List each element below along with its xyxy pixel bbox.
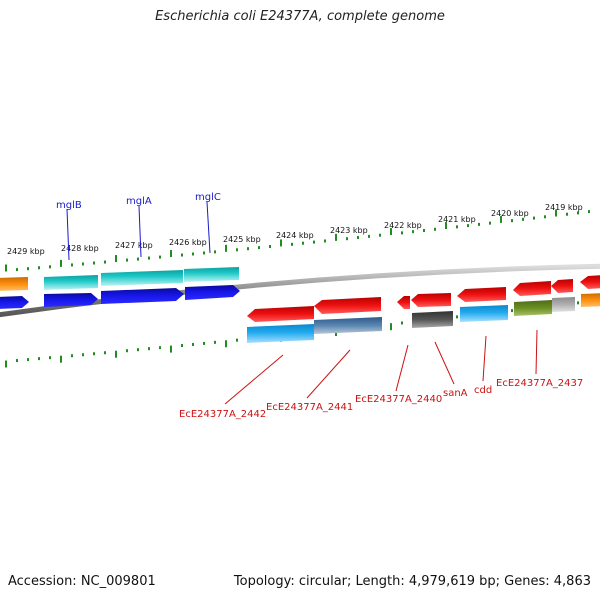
gene-feature-mglC[interactable] (184, 267, 239, 282)
gene-feature[interactable] (0, 277, 28, 291)
gene-feature-sanA[interactable] (460, 305, 508, 322)
gene-feature-EcE24377A_2441[interactable] (314, 317, 382, 334)
reverse-strand-features (247, 275, 600, 343)
gene-label-EcE24377A_2437[interactable]: EcE24377A_2437 (496, 378, 583, 389)
gene-arrow-mglB[interactable] (44, 293, 98, 307)
scale-label-2427: 2427 kbp (115, 241, 153, 250)
accession-text: Accession: NC_009801 (8, 574, 156, 589)
scale-label-2423: 2423 kbp (330, 226, 368, 235)
gene-feature-mglB[interactable] (44, 275, 98, 290)
gene-arrow-small[interactable] (397, 296, 410, 309)
gene-label-EcE24377A_2441[interactable]: EcE24377A_2441 (266, 402, 353, 413)
gene-arrow-edge[interactable] (580, 275, 600, 289)
leader-line-mglC (206, 201, 211, 254)
scale-label-2428: 2428 kbp (61, 244, 99, 253)
gene-arrow-cdd[interactable] (513, 281, 551, 296)
scale-label-2426: 2426 kbp (169, 238, 207, 247)
scale-label-2420: 2420 kbp (491, 209, 529, 218)
gene-label-sanA[interactable]: sanA (443, 388, 468, 399)
top-scale-track (5, 209, 590, 272)
scale-label-2429: 2429 kbp (7, 247, 45, 256)
scale-label-2424: 2424 kbp (276, 231, 314, 240)
gene-arrow-mglC[interactable] (185, 285, 240, 300)
forward-strand-features (0, 267, 240, 309)
gene-label-mglB[interactable]: mglB (56, 200, 82, 211)
genome-summary-text: Topology: circular; Length: 4,979,619 bp… (233, 574, 591, 589)
forward-gene-labels: mglB mglA mglC (56, 192, 221, 261)
leader-line-mglB (66, 208, 70, 261)
scale-labels: 2429 kbp 2428 kbp 2427 kbp 2426 kbp 2425… (7, 203, 583, 256)
leader-line-sanA (434, 341, 455, 385)
gene-feature-EcE24377A_2437[interactable] (552, 297, 575, 312)
gene-feature-EcE24377A_2442[interactable] (247, 324, 314, 343)
gene-arrow-EcE24377A_2437[interactable] (551, 279, 573, 293)
scale-label-2425: 2425 kbp (223, 235, 261, 244)
gene-arrow-mglA[interactable] (101, 288, 184, 304)
gene-feature-EcE24377A_2440[interactable] (412, 311, 453, 328)
gene-arrow-EcE24377A_2440[interactable] (411, 293, 451, 307)
gene-label-mglA[interactable]: mglA (126, 196, 152, 207)
gene-label-EcE24377A_2440[interactable]: EcE24377A_2440 (355, 394, 442, 405)
gene-label-EcE24377A_2442[interactable]: EcE24377A_2442 (179, 409, 266, 420)
gene-label-cdd[interactable]: cdd (474, 385, 492, 396)
reverse-gene-labels: EcE24377A_2442 EcE24377A_2441 EcE24377A_… (179, 329, 583, 420)
gene-arrow-EcE24377A_2441[interactable] (314, 297, 381, 314)
scale-label-2422: 2422 kbp (384, 221, 422, 230)
leader-line-EcE24377A_2441 (306, 349, 351, 399)
leader-line-EcE24377A_2437 (535, 329, 538, 375)
genome-title: Escherichia coli E24377A, complete genom… (155, 9, 445, 24)
leader-line-cdd (482, 335, 487, 382)
gene-arrow[interactable] (0, 296, 29, 309)
gene-arrow-sanA[interactable] (457, 287, 506, 302)
scale-label-2419: 2419 kbp (545, 203, 583, 212)
leader-line-EcE24377A_2442 (224, 354, 284, 405)
leader-line-EcE24377A_2440 (395, 344, 409, 392)
scale-label-2421: 2421 kbp (438, 215, 476, 224)
leader-line-mglA (138, 205, 142, 258)
gene-label-mglC[interactable]: mglC (195, 192, 221, 203)
gene-feature-edge[interactable] (581, 293, 600, 307)
gene-arrow-EcE24377A_2442[interactable] (247, 306, 314, 322)
gene-feature-mglA[interactable] (101, 270, 183, 286)
gene-feature-cdd[interactable] (514, 300, 552, 316)
